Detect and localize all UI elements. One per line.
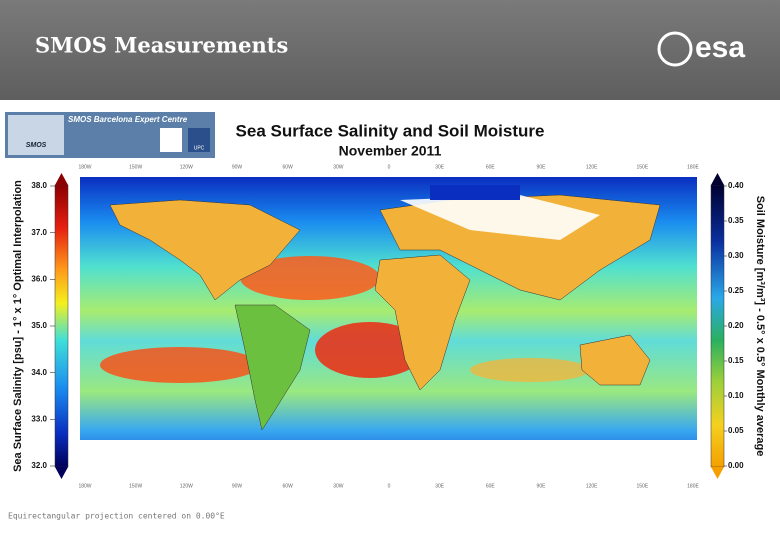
longitude-label: 150E: [636, 164, 648, 170]
south-america: [234, 304, 311, 431]
colorbar-arrow: [55, 467, 68, 479]
longitude-label: 120W: [180, 483, 193, 489]
tick-label: 0.15: [728, 356, 744, 365]
longitude-label: 90W: [232, 483, 243, 489]
longitude-label: 150E: [636, 483, 648, 489]
longitude-label: 90E: [537, 483, 547, 489]
salinity-high: [240, 256, 380, 300]
banner-satellite: [8, 115, 64, 155]
salinity-ticks: 38.0 37.0 36.0 35.0 34.0 33.0 32.0: [31, 181, 55, 470]
map-footer: Equirectangular projection centered on 0…: [8, 512, 225, 521]
tick-label: 0.10: [728, 391, 744, 400]
banner-qr: [160, 128, 182, 152]
tick-label: 35.0: [31, 321, 47, 330]
logo-text: esa: [695, 31, 745, 64]
tick-label: 0.05: [728, 426, 744, 435]
longitude-label: 0: [388, 164, 391, 170]
longitude-label: 180E: [687, 164, 699, 170]
tick-label: 36.0: [31, 274, 47, 283]
salinity-label: Sea Surface Salinity [psu] - 1° x 1° Opt…: [12, 180, 24, 472]
colorbar-arrow: [55, 173, 68, 185]
north-america: [109, 199, 301, 301]
header-title: SMOS Measurements: [35, 33, 288, 58]
longitude-label: 90W: [232, 164, 243, 170]
africa: [374, 254, 471, 391]
tick-label: 0.40: [728, 181, 744, 190]
tick-label: 0.35: [728, 216, 744, 225]
tick-label: 38.0: [31, 181, 47, 190]
longitude-label: 60E: [486, 483, 496, 489]
salinity-mid: [470, 358, 590, 382]
tick-label: 0.30: [728, 251, 744, 260]
longitude-label: 60W: [283, 164, 294, 170]
longitude-label: 180E: [687, 483, 699, 489]
antarctica: [80, 440, 697, 475]
soil-colorbar: [710, 184, 725, 468]
tick-label: 0.25: [728, 286, 744, 295]
tick-label: 0.00: [728, 461, 744, 470]
soil-label: Soil Moisture [m³/m³] - 0.5° x 0.5° Mont…: [754, 196, 766, 457]
tick-label: 0.20: [728, 321, 744, 330]
longitude-labels: 180W 180W 150W 150W 120W 120W 90W 90W 60W 60W 30W 3…: [78, 164, 699, 489]
longitude-label: 60E: [486, 164, 496, 170]
colorbar-arrow: [711, 467, 724, 479]
longitude-label: 120W: [180, 164, 193, 170]
longitude-label: 120E: [586, 483, 598, 489]
tick-label: 33.0: [31, 414, 47, 423]
longitude-label: 0: [388, 483, 391, 489]
longitude-label: 150W: [129, 164, 142, 170]
banner-upc-logo: [188, 128, 210, 152]
colorbar-arrow: [711, 173, 724, 185]
map-subtitle: November 2011: [339, 143, 442, 159]
map: [80, 177, 697, 475]
longitude-label: 30E: [435, 483, 445, 489]
tick-label: 37.0: [31, 228, 47, 237]
map-title: Sea Surface Salinity and Soil Moisture: [236, 121, 545, 140]
arctic-sea: [430, 185, 520, 200]
salinity-colorbar: [54, 184, 69, 468]
logo-ring: [657, 31, 693, 67]
banner-university: UPC: [194, 145, 205, 151]
salinity-high: [315, 322, 425, 378]
snow-cover: [400, 195, 600, 240]
header-bar: [0, 0, 780, 100]
longitude-label: 180W: [78, 164, 91, 170]
tick-label: 32.0: [31, 461, 47, 470]
salinity-high: [100, 347, 260, 383]
longitude-label: 150W: [129, 483, 142, 489]
longitude-label: 90E: [537, 164, 547, 170]
tick-label: 34.0: [31, 368, 47, 377]
banner-mission: SMOS: [26, 142, 47, 149]
longitude-label: 120E: [586, 164, 598, 170]
longitude-label: 30W: [333, 164, 344, 170]
longitude-label: 30W: [333, 483, 344, 489]
soil-ticks: 0.40 0.35 0.30 0.25 0.20 0.15 0.10 0.05 0.00: [724, 181, 744, 470]
banner-title: SMOS Barcelona Expert Centre: [68, 115, 188, 124]
longitude-label: 30E: [435, 164, 445, 170]
longitude-label: 180W: [78, 483, 91, 489]
australia: [579, 334, 651, 386]
longitude-label: 60W: [283, 483, 294, 489]
